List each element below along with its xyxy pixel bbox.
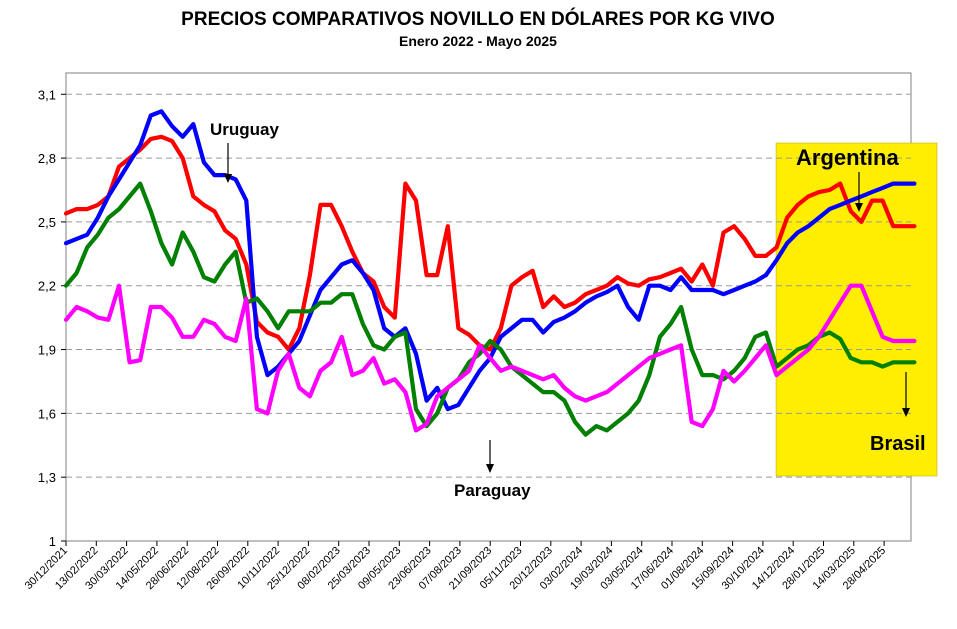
annotation-argentina: Argentina bbox=[796, 145, 899, 170]
y-tick-label: 2,2 bbox=[38, 279, 56, 294]
chart-subtitle: Enero 2022 - Mayo 2025 bbox=[399, 33, 557, 49]
annotation-uruguay: Uruguay bbox=[210, 120, 280, 139]
y-tick-label: 1,9 bbox=[38, 343, 56, 358]
annotation-arrowhead-argentina bbox=[855, 203, 863, 212]
annotation-arrowhead-uruguay bbox=[224, 174, 232, 183]
highlight-band bbox=[775, 142, 938, 477]
annotation-arrowhead-brasil bbox=[902, 408, 910, 417]
y-tick-label: 2,8 bbox=[38, 151, 56, 166]
series-line-uruguay bbox=[63, 109, 917, 412]
y-tick-label: 2,5 bbox=[38, 215, 56, 230]
chart-title: PRECIOS COMPARATIVOS NOVILLO EN DÓLARES … bbox=[181, 8, 775, 30]
annotation-paraguay: Paraguay bbox=[454, 481, 531, 500]
series-line-paraguay bbox=[63, 181, 917, 437]
y-tick-label: 3,1 bbox=[38, 87, 56, 102]
plot-area: 11,31,61,92,22,52,83,130/12/202113/02/20… bbox=[23, 72, 938, 592]
annotation-arrowhead-paraguay bbox=[486, 464, 494, 473]
y-tick-label: 1 bbox=[49, 534, 56, 549]
y-tick-label: 1,3 bbox=[38, 470, 56, 485]
plot-frame bbox=[65, 72, 912, 542]
series-line-brasil bbox=[63, 283, 917, 433]
annotation-brasil: Brasil bbox=[870, 433, 926, 455]
y-tick-label: 1,6 bbox=[38, 406, 56, 421]
